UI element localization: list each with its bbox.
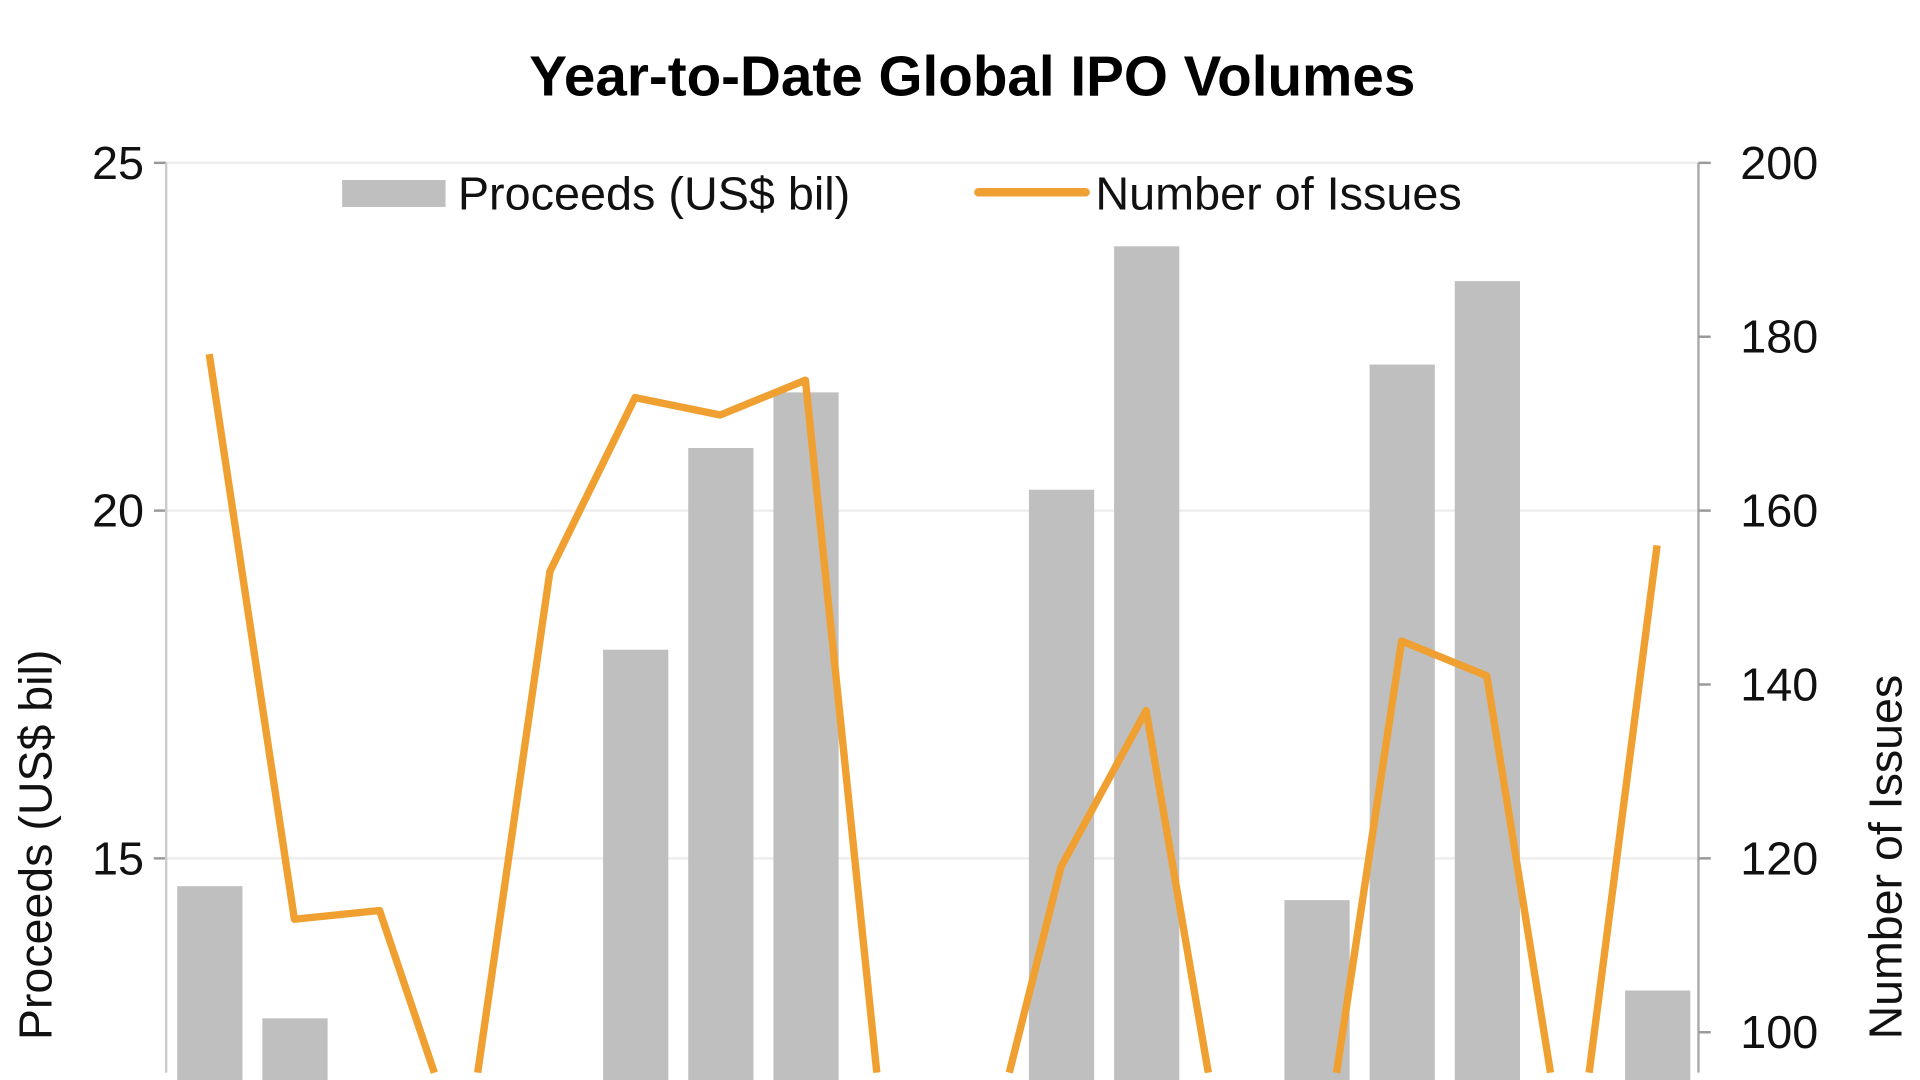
chart-title: Year-to-Date Global IPO Volumes	[529, 45, 1415, 108]
y2-tick-label: 140	[1740, 659, 1818, 711]
y2-tick-label: 180	[1740, 311, 1818, 363]
proceeds-bar	[603, 649, 669, 1080]
legend-label-proceeds: Proceeds (US$ bil)	[458, 167, 850, 219]
y2-tick-label: 100	[1740, 1006, 1818, 1058]
issues-line	[1585, 544, 1661, 1074]
legend: Proceeds (US$ bil) Number of Issues	[342, 167, 1462, 219]
y-axis-label: Proceeds (US$ bil)	[10, 650, 62, 1040]
y-tick-label: 15	[92, 832, 144, 884]
bar-series	[177, 246, 1691, 1080]
y2-tick-label: 120	[1740, 832, 1818, 884]
proceeds-bar	[1369, 364, 1435, 1080]
axes: 15 20 25 100 120 140 160 180 200	[92, 137, 1818, 1073]
issues-line	[1005, 706, 1212, 1074]
y2-axis-label: Number of Issues	[1859, 675, 1911, 1040]
proceeds-bar	[262, 1018, 328, 1080]
proceeds-bar	[1114, 246, 1180, 1080]
proceeds-bar	[1028, 489, 1095, 1080]
y-tick-label: 20	[92, 485, 144, 537]
legend-swatch-proceeds	[342, 180, 446, 207]
y2-tick-label: 200	[1740, 137, 1818, 189]
issues-line	[474, 376, 881, 1074]
issues-line	[1332, 637, 1555, 1074]
line-series	[205, 353, 1661, 1074]
proceeds-bar	[688, 448, 754, 1080]
y-tick-label: 25	[92, 137, 144, 189]
issues-line	[205, 353, 438, 1074]
proceeds-bar	[773, 392, 839, 1080]
gridlines	[166, 161, 1699, 860]
proceeds-bar	[177, 886, 243, 1080]
legend-label-issues: Number of Issues	[1095, 167, 1461, 219]
y2-tick-label: 160	[1740, 485, 1818, 537]
proceeds-bar	[1625, 990, 1691, 1080]
